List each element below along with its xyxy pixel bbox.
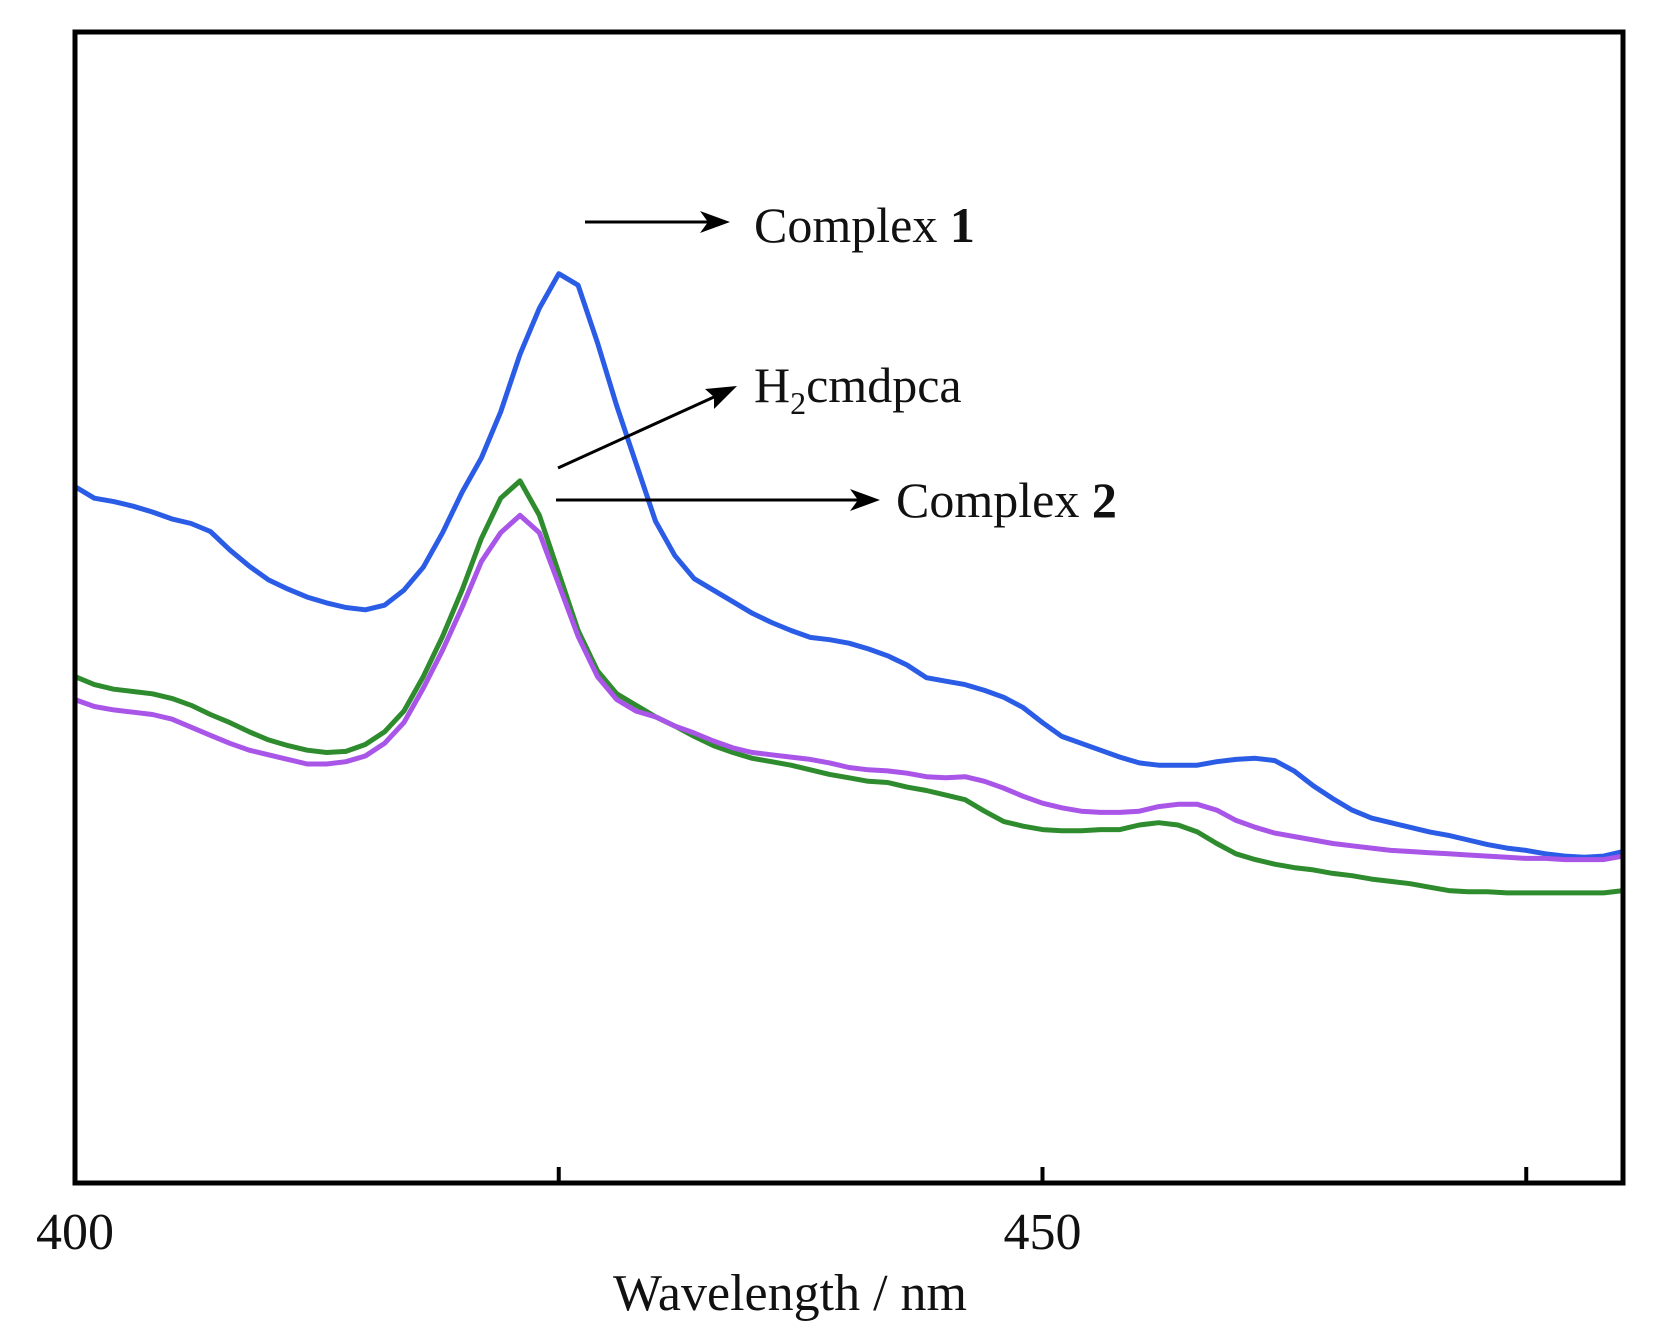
- series-line-complex-1: [72, 271, 1626, 860]
- series-layer: [72, 271, 1626, 896]
- annotation-complex-2-number: 2: [1092, 472, 1117, 528]
- annotation-h2cmdpca-rest: cmdpca: [806, 357, 961, 413]
- annotation-complex-1: Complex 1: [585, 197, 975, 253]
- series-line-h2cmdpca: [72, 478, 1626, 896]
- annotation-h2cmdpca-subscript: 2: [790, 385, 806, 421]
- annotation-complex-1-text: Complex: [754, 197, 950, 253]
- plot-frame: [72, 29, 1626, 1186]
- annotation-complex-1-number: 1: [950, 197, 975, 253]
- annotation-h2cmdpca: H2cmdpca: [557, 357, 962, 470]
- x-tick-label-450: 450: [1004, 1204, 1082, 1261]
- annotation-h2cmdpca-label: H2cmdpca: [754, 357, 962, 421]
- annotation-h2cmdpca-arrow: [557, 390, 726, 470]
- annotation-h2cmdpca-text: H: [754, 357, 790, 413]
- annotation-complex-2-text: Complex: [896, 472, 1092, 528]
- x-axis-title: Wavelength / nm: [613, 1265, 967, 1322]
- x-axis: 400 450: [36, 1167, 1529, 1261]
- series-line-complex-2: [72, 512, 1626, 863]
- annotation-complex-2: Complex 2: [556, 472, 1117, 528]
- annotation-complex-1-arrowhead: [700, 211, 730, 233]
- annotation-h2cmdpca-arrowhead: [705, 386, 737, 409]
- annotation-complex-2-label: Complex 2: [896, 472, 1117, 528]
- annotation-complex-1-label: Complex 1: [754, 197, 975, 253]
- annotation-complex-2-arrowhead: [850, 489, 880, 511]
- x-tick-label-400: 400: [36, 1204, 114, 1261]
